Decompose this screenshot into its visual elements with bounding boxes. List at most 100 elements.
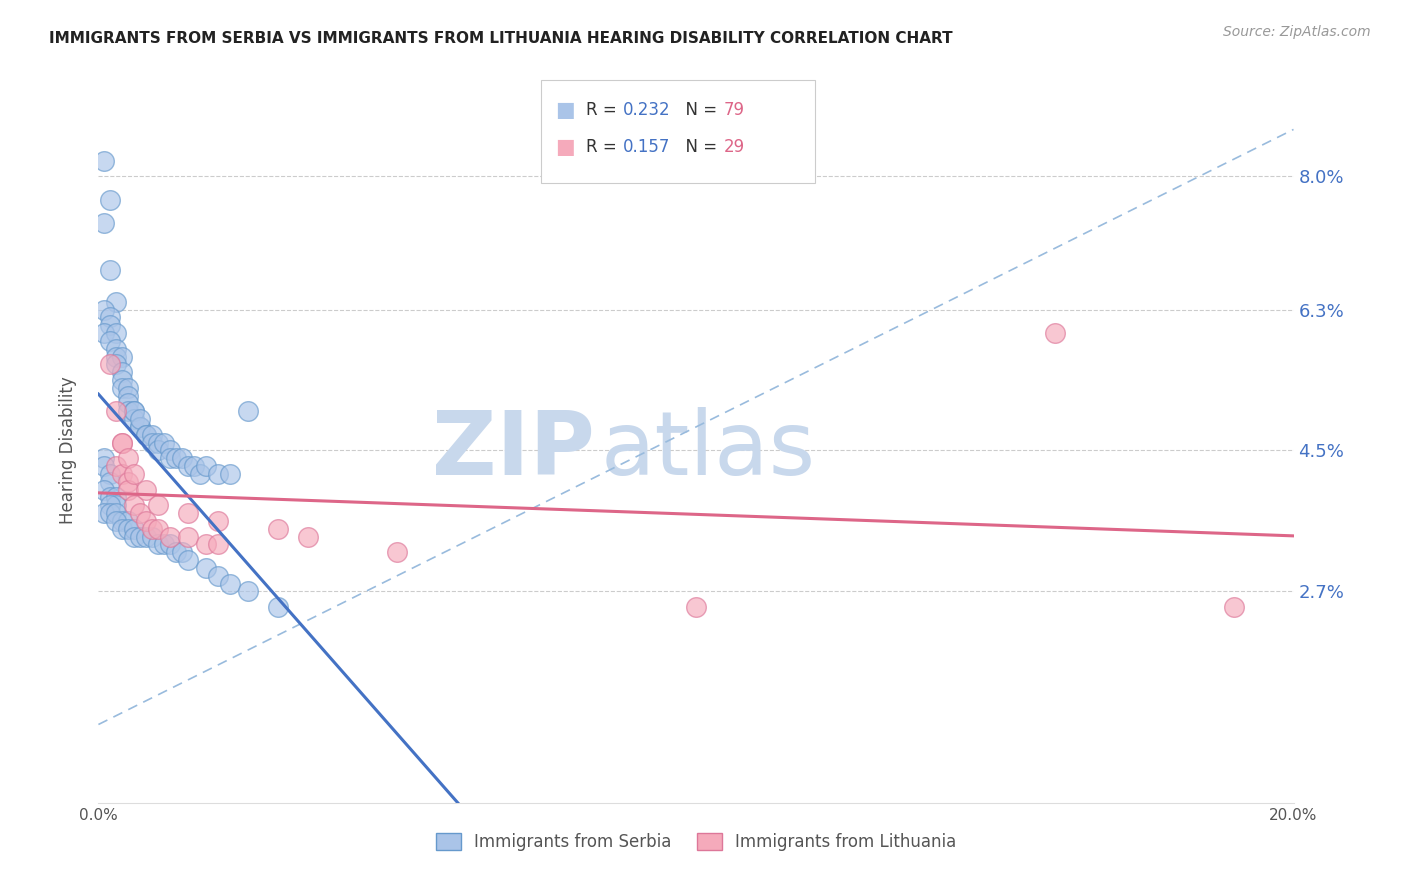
Point (124, 530, 146, 544)
Point (195, 561, 218, 575)
Point (148, 522, 170, 536)
Point (111, 514, 134, 528)
Point (111, 381, 134, 395)
Point (117, 451, 139, 466)
Point (105, 342, 128, 356)
Point (98, 491, 122, 505)
Point (98, 310, 122, 325)
Point (135, 514, 157, 528)
Text: 79: 79 (724, 101, 745, 119)
Point (93, 459, 115, 474)
Point (159, 537, 181, 551)
Point (105, 459, 128, 474)
Point (129, 420, 152, 434)
Point (129, 506, 152, 520)
Text: ■: ■ (555, 137, 575, 157)
Point (135, 427, 157, 442)
Point (105, 498, 128, 512)
Point (141, 530, 163, 544)
Point (117, 483, 139, 497)
Point (297, 530, 319, 544)
Point (141, 522, 163, 536)
Point (117, 475, 139, 489)
Point (111, 435, 134, 450)
Point (98, 318, 122, 333)
Point (129, 412, 152, 426)
Text: ■: ■ (555, 100, 575, 120)
Point (98, 498, 122, 512)
Point (98, 475, 122, 489)
Point (117, 514, 139, 528)
Point (117, 404, 139, 418)
Point (105, 357, 128, 371)
Text: N =: N = (675, 138, 723, 156)
Point (105, 514, 128, 528)
Text: 29: 29 (724, 138, 745, 156)
Point (98, 357, 122, 371)
Point (93, 506, 115, 520)
Point (93, 483, 115, 497)
Point (111, 522, 134, 536)
Point (124, 522, 146, 536)
Point (685, 600, 707, 615)
Point (98, 334, 122, 348)
Point (153, 537, 176, 551)
Point (1043, 326, 1066, 340)
Point (172, 545, 194, 559)
Point (207, 514, 229, 528)
Point (153, 435, 176, 450)
Point (148, 435, 170, 450)
Point (93, 153, 115, 168)
Point (105, 326, 128, 340)
Point (207, 568, 229, 582)
Point (195, 459, 218, 474)
Point (207, 467, 229, 481)
Point (105, 294, 128, 309)
Point (111, 350, 134, 364)
Point (98, 467, 122, 481)
Text: R =: R = (586, 101, 623, 119)
Point (124, 412, 146, 426)
Point (111, 467, 134, 481)
Point (117, 396, 139, 410)
Point (124, 498, 146, 512)
Point (129, 420, 152, 434)
Point (135, 530, 157, 544)
Point (165, 451, 187, 466)
Point (148, 498, 170, 512)
Point (219, 467, 242, 481)
Point (159, 530, 181, 544)
Text: atlas: atlas (600, 407, 815, 494)
Point (141, 435, 163, 450)
Point (267, 600, 290, 615)
Point (135, 427, 157, 442)
Y-axis label: Hearing Disability: Hearing Disability (59, 376, 77, 524)
Point (117, 522, 139, 536)
Point (105, 506, 128, 520)
Text: IMMIGRANTS FROM SERBIA VS IMMIGRANTS FROM LITHUANIA HEARING DISABILITY CORRELATI: IMMIGRANTS FROM SERBIA VS IMMIGRANTS FRO… (49, 31, 953, 46)
Text: 0.157: 0.157 (623, 138, 671, 156)
Point (124, 404, 146, 418)
Text: Source: ZipAtlas.com: Source: ZipAtlas.com (1223, 25, 1371, 39)
Point (93, 326, 115, 340)
Point (1223, 600, 1246, 615)
Point (159, 443, 181, 458)
Point (148, 537, 170, 551)
Point (219, 576, 242, 591)
Point (111, 373, 134, 387)
Point (111, 435, 134, 450)
Text: R =: R = (586, 138, 623, 156)
Point (172, 451, 194, 466)
Text: ZIP: ZIP (432, 407, 595, 494)
Point (177, 530, 200, 544)
Point (207, 537, 229, 551)
Point (124, 467, 146, 481)
Point (111, 365, 134, 379)
Point (385, 545, 409, 559)
Point (188, 467, 211, 481)
Legend: Immigrants from Serbia, Immigrants from Lithuania: Immigrants from Serbia, Immigrants from … (429, 826, 963, 858)
Text: 0.232: 0.232 (623, 101, 671, 119)
Point (177, 553, 200, 567)
Point (93, 302, 115, 317)
Point (98, 263, 122, 277)
